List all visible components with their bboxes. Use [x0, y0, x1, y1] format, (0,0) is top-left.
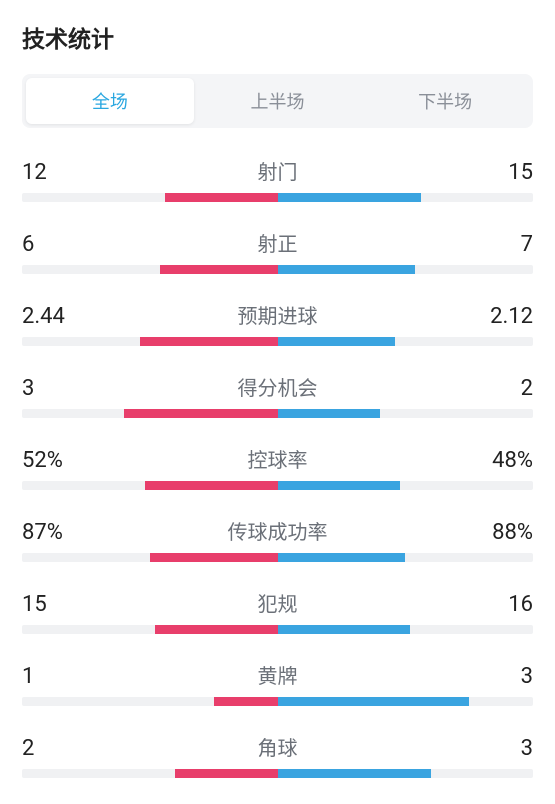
stat-bar [22, 769, 533, 778]
home-value: 1 [22, 664, 82, 689]
home-value: 15 [22, 592, 82, 617]
bar-fill-away [278, 625, 411, 634]
bar-fill-home [145, 481, 278, 490]
bar-half-home [22, 769, 278, 778]
stat-bar [22, 553, 533, 562]
home-value: 6 [22, 232, 82, 257]
bar-fill-home [175, 769, 277, 778]
home-value: 2.44 [22, 304, 82, 329]
stat-row: 2角球3 [22, 732, 533, 778]
stat-header: 6射正7 [22, 228, 533, 257]
stat-row: 12射门15 [22, 156, 533, 202]
bar-fill-away [278, 193, 421, 202]
stat-label: 得分机会 [82, 372, 473, 401]
bar-half-home [22, 481, 278, 490]
bar-fill-home [150, 553, 278, 562]
away-value: 16 [473, 592, 533, 617]
stat-header: 52%控球率48% [22, 444, 533, 473]
bar-half-away [278, 553, 534, 562]
stat-row: 3得分机会2 [22, 372, 533, 418]
bar-fill-away [278, 769, 431, 778]
bar-half-home [22, 265, 278, 274]
bar-half-home [22, 337, 278, 346]
bar-fill-away [278, 697, 470, 706]
away-value: 7 [473, 232, 533, 257]
stat-header: 15犯规16 [22, 588, 533, 617]
bar-half-away [278, 481, 534, 490]
home-value: 87% [22, 520, 82, 545]
stat-header: 2角球3 [22, 732, 533, 761]
stat-header: 1黄牌3 [22, 660, 533, 689]
bar-half-home [22, 553, 278, 562]
bar-fill-away [278, 337, 396, 346]
bar-half-away [278, 409, 534, 418]
period-tabs: 全场 上半场 下半场 [22, 74, 533, 128]
bar-half-away [278, 769, 534, 778]
bar-fill-away [278, 265, 416, 274]
panel-title: 技术统计 [22, 20, 533, 54]
stat-label: 射正 [82, 228, 473, 257]
bar-half-home [22, 697, 278, 706]
stat-label: 黄牌 [82, 660, 473, 689]
bar-half-home [22, 409, 278, 418]
away-value: 3 [473, 664, 533, 689]
stat-row: 52%控球率48% [22, 444, 533, 490]
stat-row: 87%传球成功率88% [22, 516, 533, 562]
stat-header: 2.44预期进球2.12 [22, 300, 533, 329]
stat-bar [22, 697, 533, 706]
stat-label: 控球率 [82, 444, 473, 473]
stat-row: 2.44预期进球2.12 [22, 300, 533, 346]
bar-half-away [278, 265, 534, 274]
bar-fill-home [214, 697, 278, 706]
stat-label: 犯规 [82, 588, 473, 617]
home-value: 2 [22, 736, 82, 761]
away-value: 2 [473, 376, 533, 401]
bar-fill-away [278, 481, 401, 490]
tab-full-match[interactable]: 全场 [26, 78, 194, 124]
bar-fill-home [165, 193, 277, 202]
bar-fill-home [160, 265, 278, 274]
stat-row: 1黄牌3 [22, 660, 533, 706]
stat-bar [22, 193, 533, 202]
stat-bar [22, 481, 533, 490]
stats-list: 12射门156射正72.44预期进球2.123得分机会252%控球率48%87%… [22, 156, 533, 778]
home-value: 3 [22, 376, 82, 401]
stat-bar [22, 409, 533, 418]
away-value: 88% [473, 520, 533, 545]
stat-bar [22, 337, 533, 346]
bar-fill-away [278, 409, 380, 418]
tab-second-half[interactable]: 下半场 [361, 78, 529, 124]
home-value: 12 [22, 160, 82, 185]
stat-row: 15犯规16 [22, 588, 533, 634]
bar-half-away [278, 625, 534, 634]
bar-half-home [22, 193, 278, 202]
bar-fill-away [278, 553, 406, 562]
stat-label: 预期进球 [82, 300, 473, 329]
stat-header: 3得分机会2 [22, 372, 533, 401]
stat-label: 角球 [82, 732, 473, 761]
bar-fill-home [155, 625, 278, 634]
stat-header: 87%传球成功率88% [22, 516, 533, 545]
stat-label: 传球成功率 [82, 516, 473, 545]
stat-bar [22, 265, 533, 274]
tab-first-half[interactable]: 上半场 [194, 78, 362, 124]
bar-fill-home [124, 409, 277, 418]
bar-half-away [278, 337, 534, 346]
away-value: 3 [473, 736, 533, 761]
bar-half-away [278, 193, 534, 202]
stat-header: 12射门15 [22, 156, 533, 185]
home-value: 52% [22, 448, 82, 473]
bar-fill-home [140, 337, 278, 346]
bar-half-home [22, 625, 278, 634]
away-value: 48% [473, 448, 533, 473]
stats-panel: 技术统计 全场 上半场 下半场 12射门156射正72.44预期进球2.123得… [0, 0, 555, 778]
stat-label: 射门 [82, 156, 473, 185]
away-value: 2.12 [473, 304, 533, 329]
away-value: 15 [473, 160, 533, 185]
stat-bar [22, 625, 533, 634]
stat-row: 6射正7 [22, 228, 533, 274]
bar-half-away [278, 697, 534, 706]
